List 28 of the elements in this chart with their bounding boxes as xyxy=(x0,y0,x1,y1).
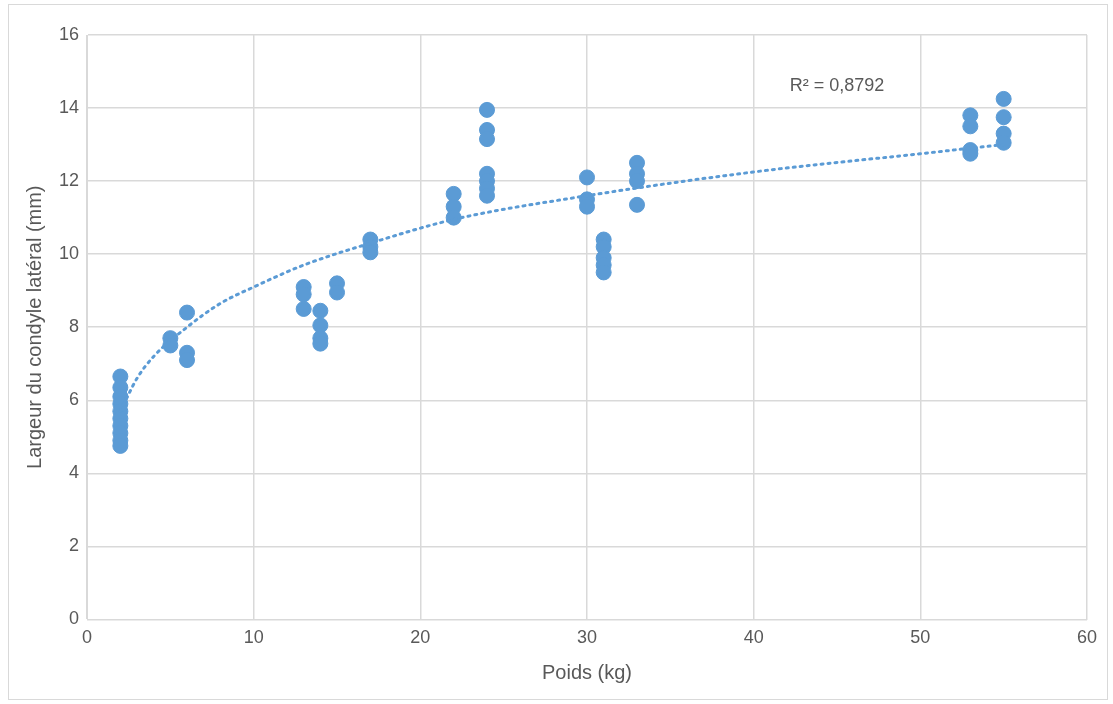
point xyxy=(479,101,496,118)
y-tick-label: 4 xyxy=(69,462,80,483)
point xyxy=(995,90,1012,107)
y-tick-label: 14 xyxy=(58,97,80,118)
x-tick-label: 20 xyxy=(410,627,431,648)
point xyxy=(312,302,329,319)
point xyxy=(579,169,596,186)
y-tick-label: 0 xyxy=(69,608,80,629)
annotation: R² = 0,8792 xyxy=(789,75,885,96)
x-tick-label: 30 xyxy=(577,627,598,648)
y-tick-label: 6 xyxy=(69,389,80,410)
y-tick-label: 2 xyxy=(69,535,80,556)
y-axis-title: Largeur du condyle latéral (mm) xyxy=(22,185,45,469)
y-tick-label: 8 xyxy=(69,316,80,337)
point xyxy=(295,300,312,317)
x-tick-label: 0 xyxy=(82,627,93,648)
point xyxy=(629,196,646,213)
y-tick-label: 16 xyxy=(58,23,80,44)
x-tick-label: 10 xyxy=(243,627,264,648)
x-axis-title: Poids (kg) xyxy=(542,660,633,683)
y-tick-label: 10 xyxy=(58,243,80,264)
point xyxy=(179,304,196,321)
point xyxy=(445,185,462,202)
x-tick-label: 60 xyxy=(1076,627,1098,648)
y-tick-label: 12 xyxy=(58,170,80,191)
x-tick-label: 50 xyxy=(910,627,931,648)
x-tick-label: 40 xyxy=(743,627,764,648)
point xyxy=(995,109,1012,126)
